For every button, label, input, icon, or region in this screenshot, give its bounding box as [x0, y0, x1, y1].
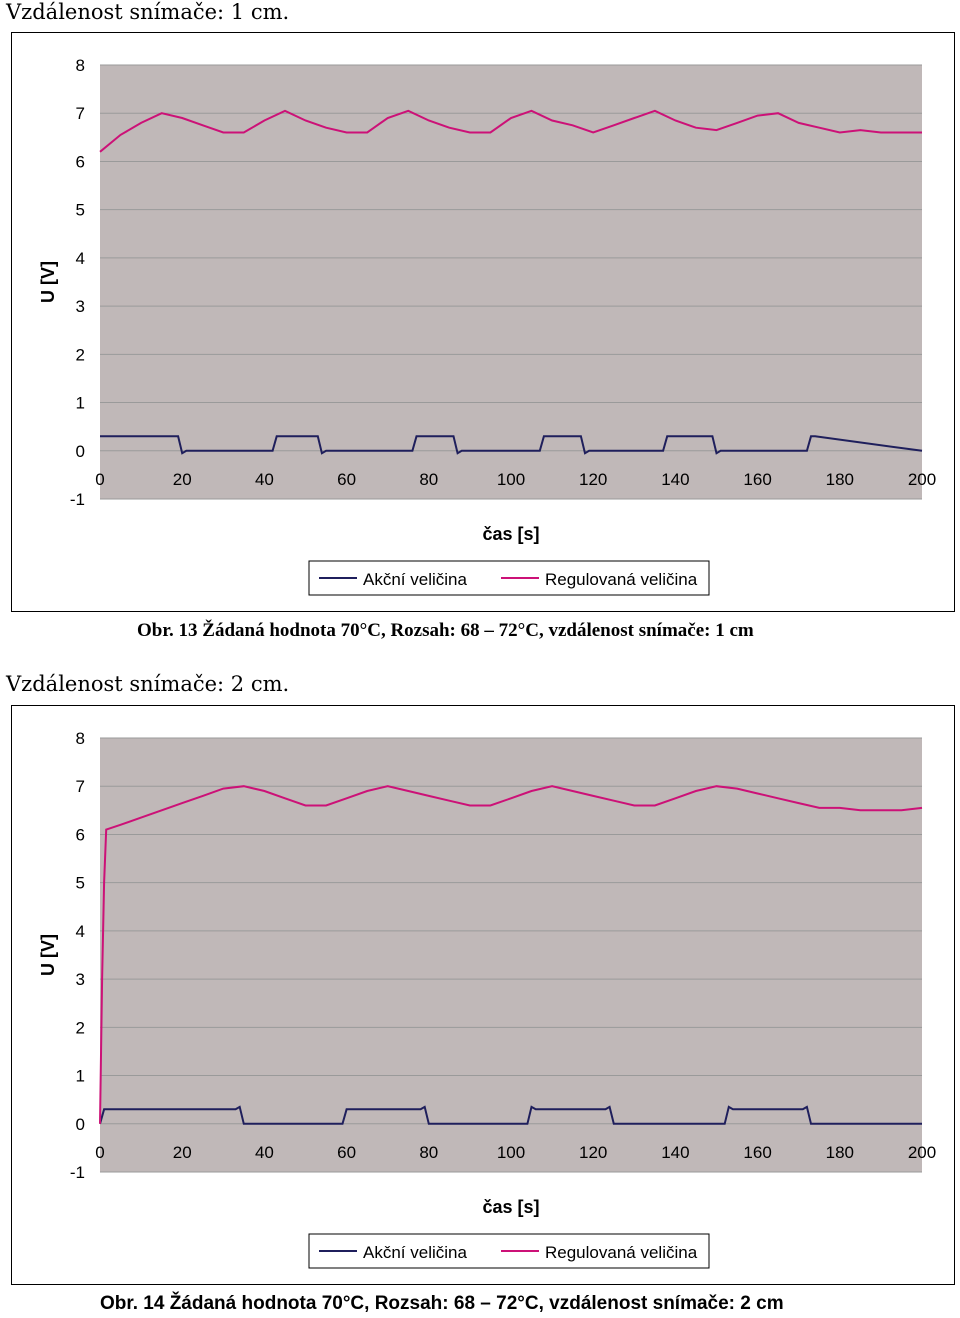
chart1-svg: 8 7 6 5 4 3 2 1 0 -1 U [V] 0 20 40 60 80 100 120 140 160 180…	[38, 56, 936, 596]
series-line-akcni	[100, 435, 923, 455]
chart1-frame: 8 7 6 5 4 3 2 1 0 -1 U [V] 0 20 40 60 80 100 120 140 160 180…	[11, 32, 955, 612]
plot-area	[100, 65, 922, 499]
plot-area	[100, 738, 922, 1172]
series-line-regulovana	[99, 785, 923, 1124]
x-tick-label: 60	[337, 470, 356, 489]
x-tick-label: 200	[908, 470, 936, 489]
legend-label: Regulovaná veličina	[545, 1243, 698, 1262]
y-tick-label: 1	[76, 394, 85, 413]
y-axis-label: U [V]	[38, 261, 58, 303]
y-tick-label: 8	[76, 729, 85, 748]
x-tick-label: 20	[173, 1143, 192, 1162]
chart2-heading: Vzdálenost snímače: 2 cm.	[6, 672, 290, 696]
y-tick-label: -1	[70, 490, 85, 509]
y-tick-label: 5	[76, 201, 85, 220]
x-tick-label: 180	[826, 1143, 854, 1162]
x-tick-label: 80	[419, 470, 438, 489]
y-tick-label: 8	[76, 56, 85, 75]
x-tick-label: 60	[337, 1143, 356, 1162]
x-tick-label: 100	[497, 1143, 525, 1162]
x-tick-label: 20	[173, 470, 192, 489]
y-tick-label: 5	[76, 874, 85, 893]
y-tick-label: 3	[76, 297, 85, 316]
y-tick-label: 4	[76, 249, 85, 268]
chart1-caption: Obr. 13 Žádaná hodnota 70°C, Rozsah: 68 …	[137, 620, 754, 641]
x-tick-label: 40	[255, 470, 274, 489]
y-tick-label: -1	[70, 1163, 85, 1182]
chart2-svg: 8 7 6 5 4 3 2 1 0 -1 U [V] 0 20 40 60 80 100 120 140 160 180…	[38, 729, 936, 1269]
y-tick-label: 7	[76, 104, 85, 123]
chart2-caption: Obr. 14 Žádaná hodnota 70°C, Rozsah: 68 …	[100, 1293, 784, 1314]
x-tick-label: 140	[661, 470, 689, 489]
y-tick-label: 0	[76, 1115, 85, 1134]
y-tick-label: 0	[76, 442, 85, 461]
y-tick-label: 6	[76, 825, 85, 844]
x-tick-label: 40	[255, 1143, 274, 1162]
y-tick-label: 3	[76, 970, 85, 989]
y-tick-label: 4	[76, 922, 85, 941]
y-tick-label: 2	[76, 1018, 85, 1037]
x-tick-label: 120	[579, 1143, 607, 1162]
y-tick-label: 2	[76, 345, 85, 364]
x-axis-label: čas [s]	[482, 1197, 539, 1217]
series-line-regulovana	[99, 109, 922, 153]
x-tick-label: 180	[826, 470, 854, 489]
legend-label: Akční veličina	[363, 570, 467, 589]
x-tick-label: 0	[95, 470, 104, 489]
x-tick-label: 120	[579, 470, 607, 489]
x-axis-label: čas [s]	[482, 524, 539, 544]
x-tick-label: 200	[908, 1143, 936, 1162]
chart1-heading: Vzdálenost snímače: 1 cm.	[6, 0, 290, 24]
y-tick-label: 7	[76, 777, 85, 796]
legend-label: Akční veličina	[363, 1243, 467, 1262]
y-tick-label: 6	[76, 152, 85, 171]
chart2-frame: 8 7 6 5 4 3 2 1 0 -1 U [V] 0 20 40 60 80 100 120 140 160 180…	[11, 705, 955, 1285]
x-tick-label: 140	[661, 1143, 689, 1162]
x-tick-label: 160	[743, 470, 771, 489]
y-axis-label: U [V]	[38, 934, 58, 976]
series-line-akcni	[99, 1105, 922, 1125]
x-tick-label: 160	[743, 1143, 771, 1162]
x-tick-label: 80	[419, 1143, 438, 1162]
y-tick-label: 1	[76, 1067, 85, 1086]
x-tick-label: 0	[95, 1143, 104, 1162]
x-tick-label: 100	[497, 470, 525, 489]
legend-label: Regulovaná veličina	[545, 570, 698, 589]
